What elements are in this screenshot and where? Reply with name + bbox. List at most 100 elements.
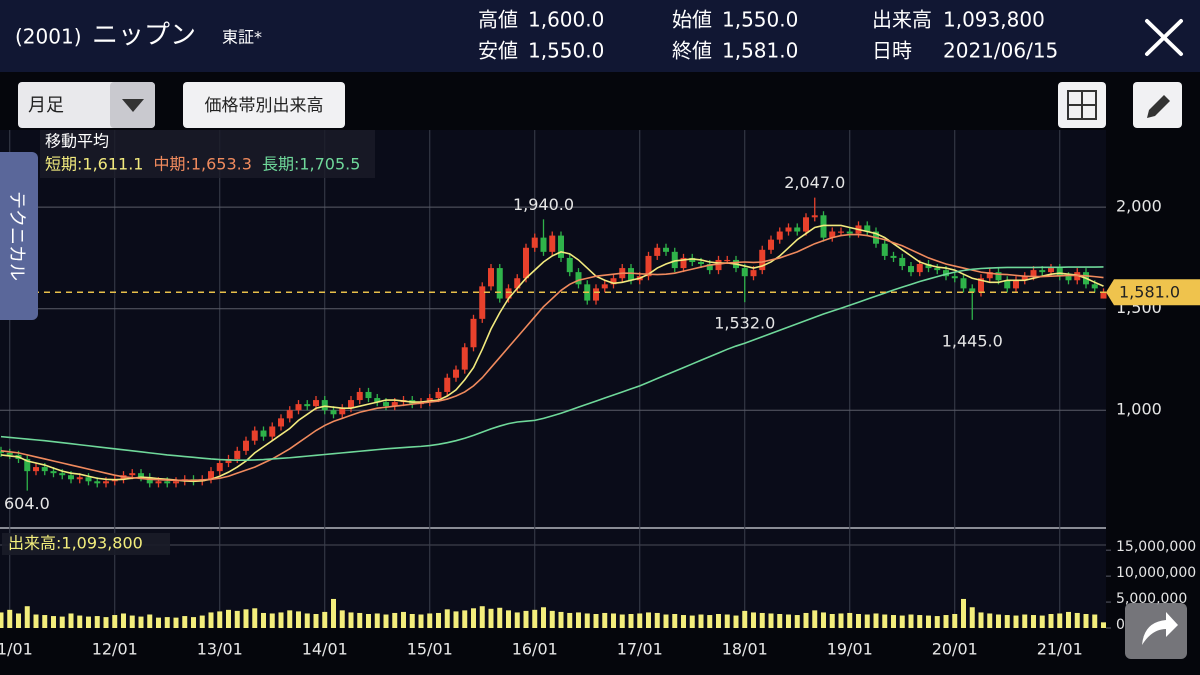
quote-label: 終値 xyxy=(672,39,712,63)
candle-body xyxy=(899,257,906,267)
volume-bar xyxy=(226,609,231,628)
volume-bar xyxy=(296,611,301,628)
volume-bar xyxy=(707,615,713,628)
candle-body xyxy=(41,467,48,472)
volume-bar xyxy=(1101,622,1106,628)
quote-value: 2021/06/15 xyxy=(943,39,1058,63)
volume-profile-button[interactable]: 価格帯別出来高 xyxy=(183,82,345,128)
candle-body xyxy=(706,264,713,271)
candle-body xyxy=(374,398,381,403)
button-box[interactable] xyxy=(183,82,345,128)
candle-body xyxy=(1056,268,1063,277)
candle-body xyxy=(85,477,92,482)
volume-bar xyxy=(978,612,984,628)
candle-body xyxy=(794,227,801,232)
volume-bar xyxy=(86,616,91,628)
candle-body xyxy=(1030,270,1037,277)
volume-bar xyxy=(427,613,433,628)
candle-body xyxy=(1004,280,1011,289)
volume-bar xyxy=(619,614,625,628)
volume-bar xyxy=(1074,612,1080,628)
volume-bar xyxy=(24,606,30,628)
share-icon xyxy=(1142,612,1178,645)
technical-tab[interactable]: テクニカル xyxy=(0,152,38,320)
candle-body xyxy=(453,369,459,378)
volume-bar xyxy=(637,613,643,628)
volume-bar xyxy=(0,612,4,628)
candle-body xyxy=(1100,292,1107,299)
candle-body xyxy=(645,255,652,277)
candle-body xyxy=(890,255,897,258)
button-label: 価格帯別出来高 xyxy=(205,96,324,116)
volume-bar xyxy=(313,613,319,628)
volume-bar xyxy=(961,598,966,628)
price-annotation: 2,047.0 xyxy=(784,173,845,192)
candle-body xyxy=(1048,268,1054,273)
quote-value: 1,550.0 xyxy=(528,39,604,63)
close-button[interactable] xyxy=(1138,14,1190,60)
volume-bar xyxy=(383,614,389,628)
quote-label: 出来高 xyxy=(872,8,932,32)
legend-entry: 中期:1,653.3 xyxy=(153,155,251,174)
volume-bar xyxy=(567,612,573,628)
x-tick-label: 16/01 xyxy=(512,640,558,659)
y-tick-label: 2,000 xyxy=(1116,197,1162,216)
share-button[interactable] xyxy=(1125,603,1187,659)
volume-bar xyxy=(987,613,993,628)
volume-bar xyxy=(138,616,144,628)
volume-bar xyxy=(803,612,809,628)
volume-bar xyxy=(856,613,861,628)
candle-body xyxy=(68,475,74,480)
volume-bar xyxy=(488,608,494,628)
price-annotation: 1,940.0 xyxy=(513,195,574,214)
tab-box[interactable] xyxy=(0,152,38,320)
candle-body xyxy=(295,404,302,411)
y-tick-label: 0 xyxy=(1116,617,1125,633)
draw-button[interactable] xyxy=(1133,82,1182,128)
candle-body xyxy=(251,430,258,441)
candle-body xyxy=(103,481,109,484)
candle-body xyxy=(575,272,582,285)
y-tick-label: 15,000,000 xyxy=(1116,539,1196,555)
volume-bar xyxy=(689,615,695,628)
candle-body xyxy=(225,458,232,464)
candle-body xyxy=(969,288,976,293)
candle-body xyxy=(426,398,433,403)
volume-bar xyxy=(322,611,328,628)
candle-body xyxy=(829,231,836,238)
volume-bar xyxy=(1004,615,1010,628)
candle-body xyxy=(540,237,547,252)
volume-bar xyxy=(366,613,371,628)
volume-bar xyxy=(733,615,739,628)
candle-body xyxy=(864,225,871,232)
candle-body xyxy=(995,272,1002,281)
volume-bar xyxy=(1066,611,1071,628)
candle-body xyxy=(208,471,214,480)
candle-body xyxy=(383,402,389,407)
volume-bar xyxy=(173,617,179,628)
volume-bar xyxy=(952,613,958,628)
candle-body xyxy=(339,408,346,415)
y-tick-label: 10,000,000 xyxy=(1116,565,1196,581)
volume-bar xyxy=(724,614,730,628)
candle-body xyxy=(838,231,844,233)
candle-body xyxy=(951,276,958,279)
volume-bar xyxy=(269,613,275,628)
volume-bar xyxy=(234,610,240,628)
volume-bar xyxy=(786,614,791,628)
candle-body xyxy=(1065,276,1072,281)
candle-body xyxy=(514,278,521,289)
candle-body xyxy=(768,239,774,250)
volume-bar xyxy=(339,610,345,628)
layout-button[interactable] xyxy=(1058,82,1106,128)
candle-body xyxy=(286,410,293,419)
period-select[interactable]: 月足 xyxy=(18,82,155,128)
header-bar xyxy=(0,0,1200,72)
volume-bar xyxy=(821,612,826,628)
volume-bar xyxy=(663,614,669,628)
x-tick-label: 12/01 xyxy=(92,640,138,659)
volume-bar xyxy=(129,615,135,628)
candle-body xyxy=(24,458,31,472)
candle-body xyxy=(496,268,503,299)
volume-bar xyxy=(532,609,538,628)
